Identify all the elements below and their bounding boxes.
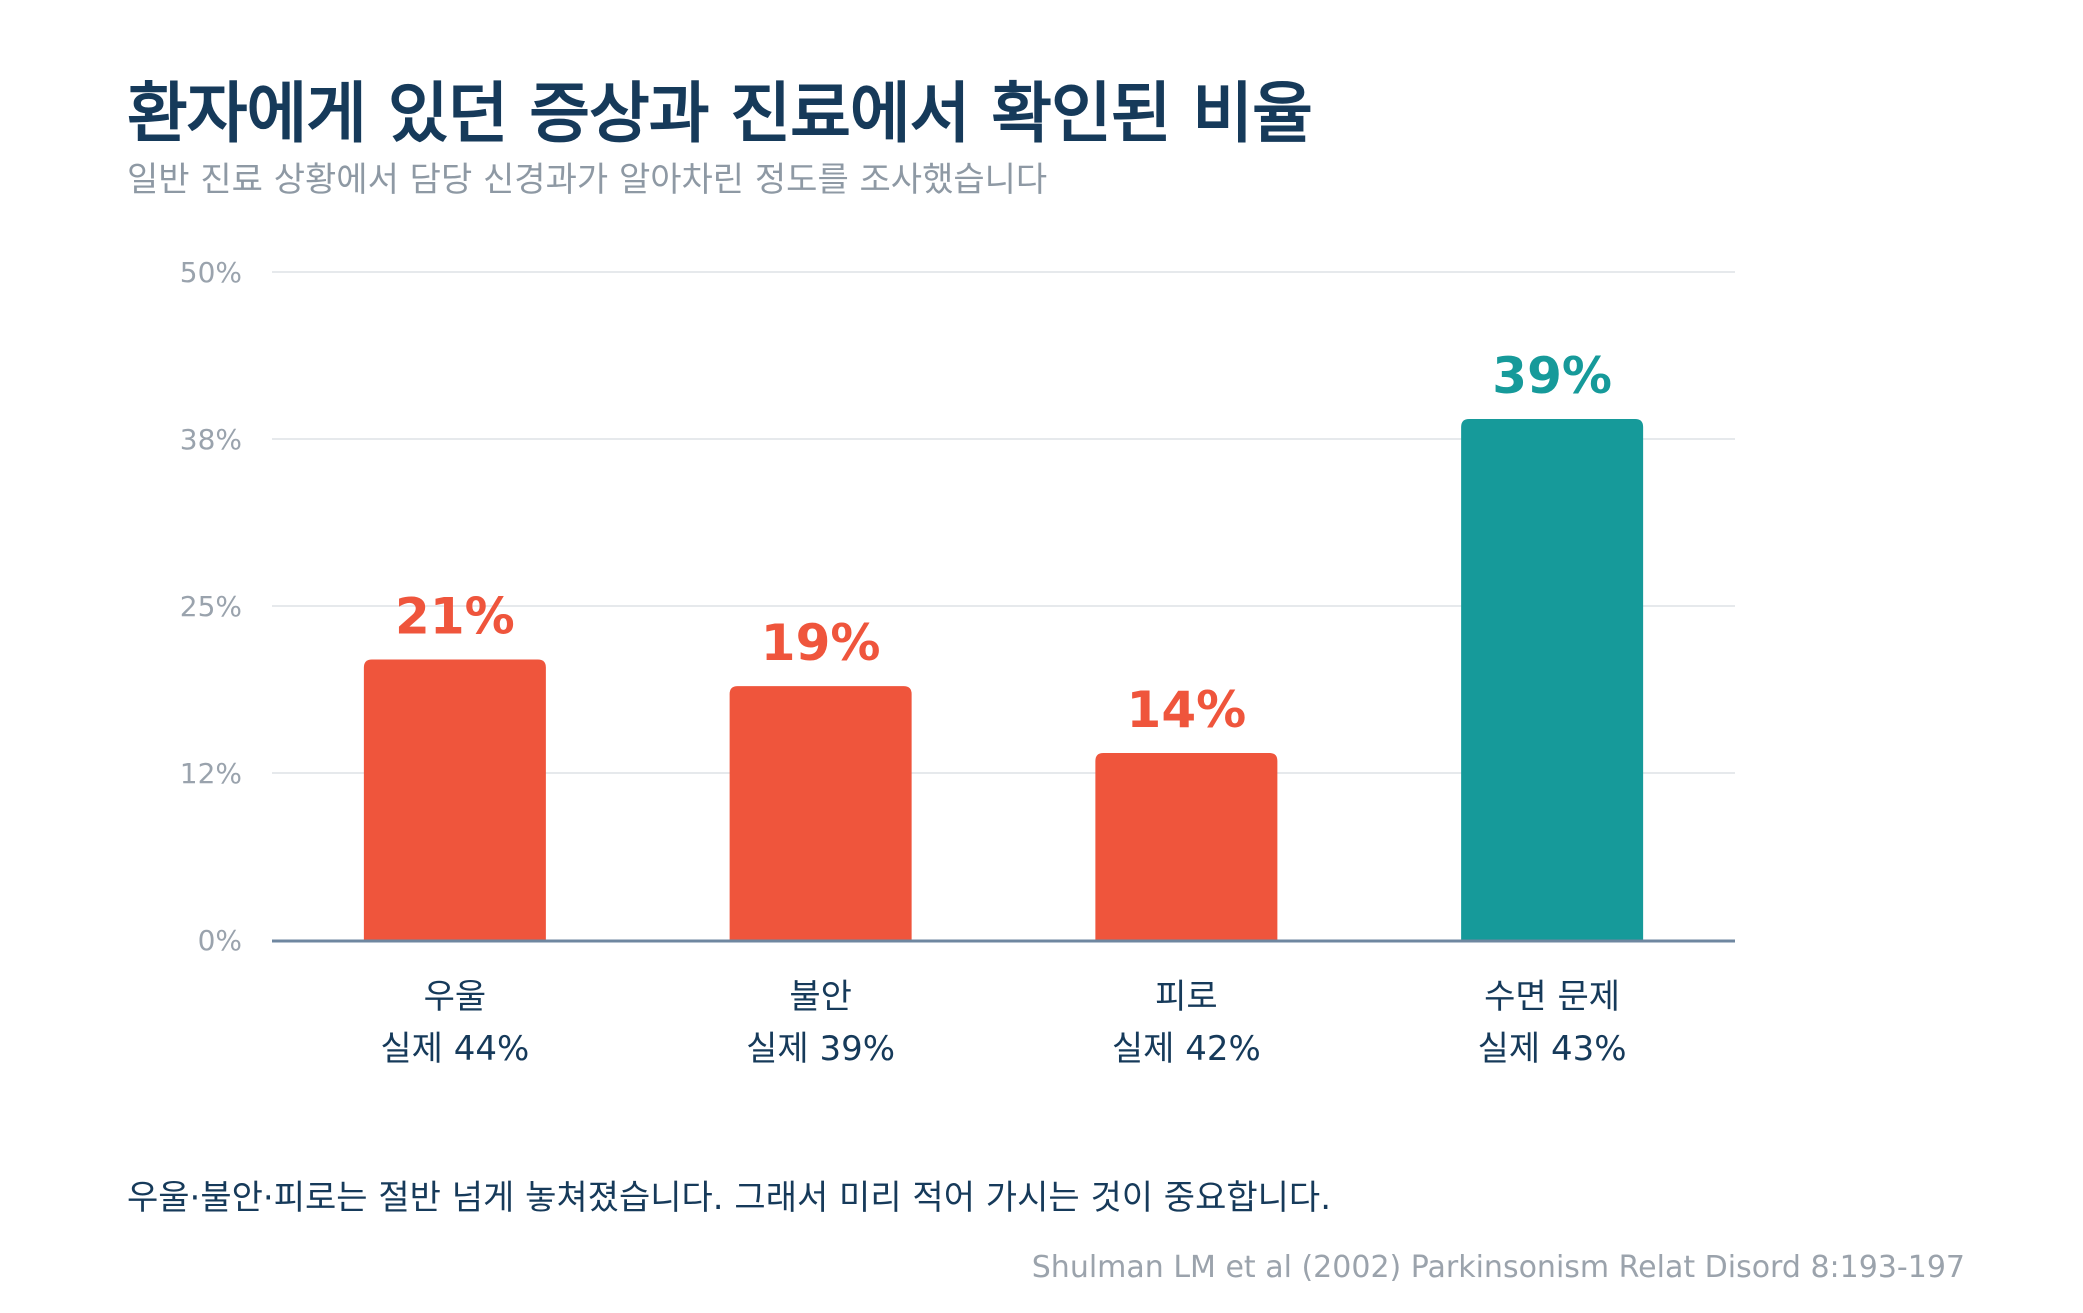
value-label: 21% [395,587,515,645]
category-label: 우울 [424,977,487,1017]
y-tick-label: 50% [180,256,242,289]
value-labels: 21% 19% 14% 39% [395,347,1612,739]
actual-rate-label: 실제 42% [1112,1029,1261,1069]
bars [363,418,1644,941]
footnote: 우울·불안·피로는 절반 넘게 놓쳐졌습니다. 그래서 미리 적어 가시는 것이… [127,1178,1332,1218]
category-label: 불안 [789,977,852,1017]
bar-2 [729,686,912,940]
y-tick-label: 25% [180,590,242,623]
actual-rate-label: 실제 39% [746,1029,895,1069]
value-label: 14% [1127,681,1247,739]
bar-1 [363,659,546,940]
actual-rate-label: 실제 43% [1478,1029,1627,1069]
y-tick-label: 12% [180,757,242,790]
bar-4 [1461,418,1644,941]
chart-subtitle: 일반 진료 상황에서 담당 신경과가 알아차린 정도를 조사했습니다 [127,160,1048,200]
category-label: 피로 [1155,977,1218,1017]
actual-rate-label: 실제 44% [380,1029,529,1069]
source-citation: Shulman LM et al (2002) Parkinsonism Rel… [1031,1250,1965,1285]
y-tick-label: 38% [180,423,242,456]
category-label: 수면 문제 [1484,977,1620,1017]
value-label: 39% [1492,347,1612,405]
bar-3 [1095,752,1278,940]
y-axis-ticks: 0% 12% 25% 38% 50% [180,256,242,957]
y-tick-label: 0% [198,924,242,957]
chart-title: 환자에게 있던 증상과 진료에서 확인된 비율 [127,75,1313,152]
value-label: 19% [761,614,881,672]
